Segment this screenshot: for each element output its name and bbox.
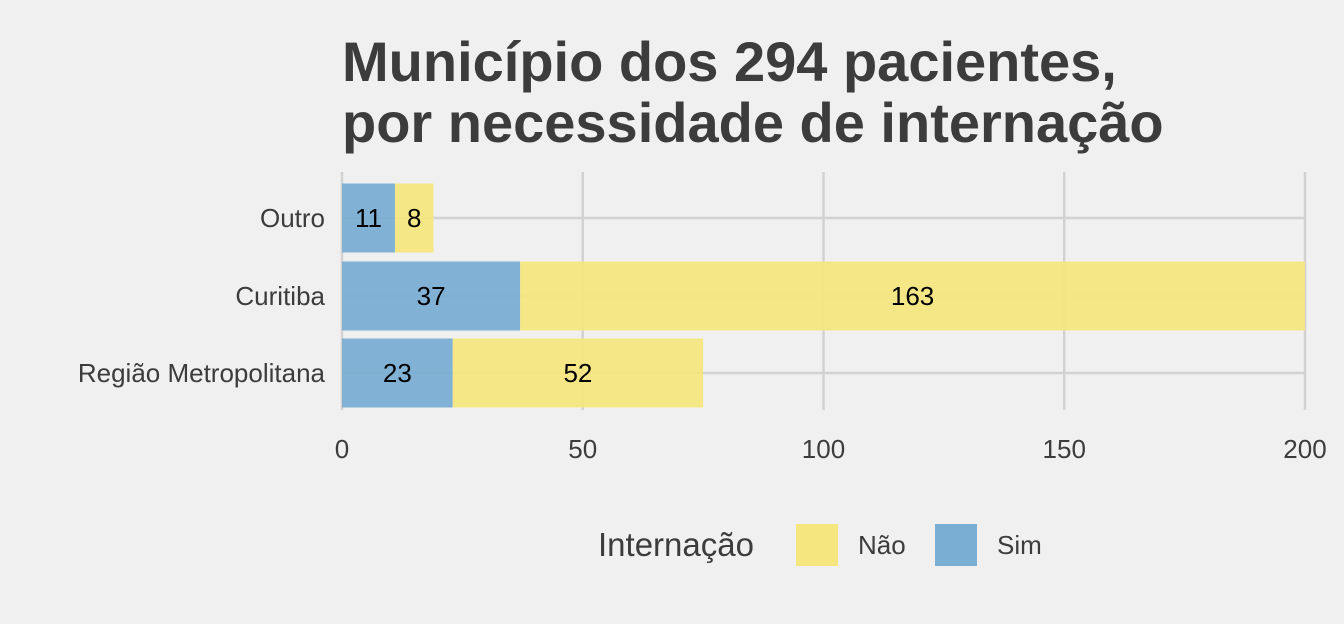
bar-não-1 <box>520 261 1305 331</box>
x-tick-label: 50 <box>568 434 597 464</box>
data-label: 52 <box>563 358 592 388</box>
chart-title-line-1: Município dos 294 pacientes, <box>342 30 1117 93</box>
bar-não-2 <box>452 338 704 408</box>
data-label: 8 <box>407 203 421 233</box>
chart-title-line-2: por necessidade de internação <box>342 91 1164 154</box>
legend-label: Sim <box>997 530 1042 560</box>
y-category-label: Região Metropolitana <box>78 358 326 388</box>
legend-swatch-não <box>796 524 838 566</box>
bar-não-0 <box>394 183 434 253</box>
y-category-label: Curitiba <box>235 281 325 311</box>
data-label: 23 <box>383 358 412 388</box>
x-tick-label: 0 <box>335 434 349 464</box>
data-label: 37 <box>417 281 446 311</box>
data-label: 11 <box>355 203 382 233</box>
legend-label: Não <box>858 530 906 560</box>
x-tick-label: 200 <box>1283 434 1326 464</box>
data-label: 163 <box>891 281 934 311</box>
x-tick-label: 150 <box>1043 434 1086 464</box>
y-category-label: Outro <box>260 203 325 233</box>
legend-swatch-sim <box>935 524 977 566</box>
legend-title: Internação <box>598 526 754 563</box>
x-tick-label: 100 <box>802 434 845 464</box>
bar-sim-0 <box>342 183 395 253</box>
bar-sim-1 <box>342 261 521 331</box>
bar-sim-2 <box>342 338 453 408</box>
